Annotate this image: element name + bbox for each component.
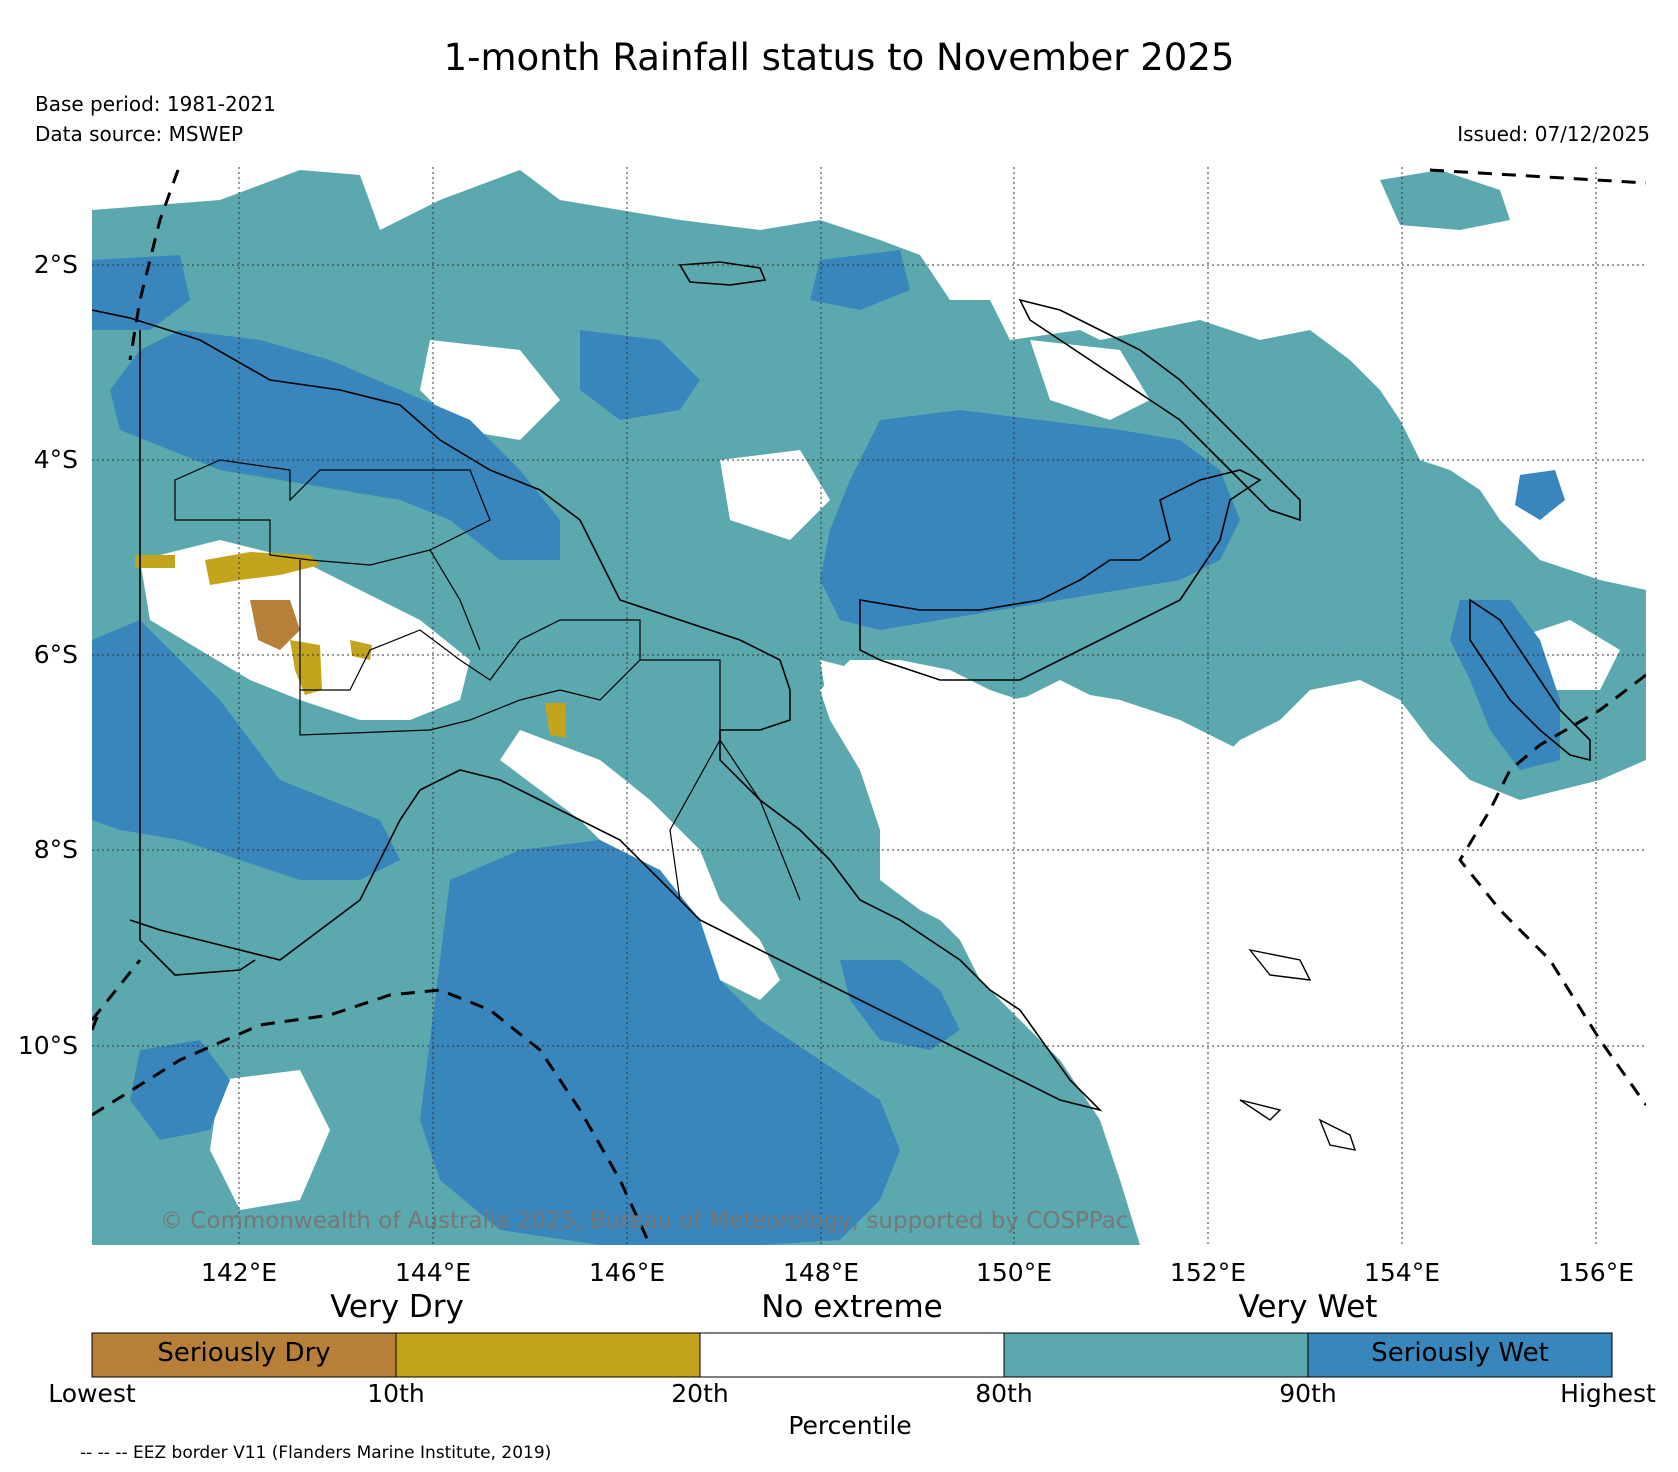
legend-segment-seriously-wet [1307,1332,1613,1378]
very-wet-region-east [1380,170,1510,230]
lat-label-10s: 10°S [17,1031,78,1060]
no-extreme-area-ne [1030,340,1150,420]
seriously-wet-region-north [580,330,700,420]
lon-label-146e: 146°E [588,1258,665,1287]
solomon-islands-coastline [1239,948,1357,1151]
no-extreme-area-sw [210,1070,330,1210]
percentile-label-highest: Highest [1560,1379,1656,1408]
manus-coastline [678,261,767,286]
seriously-wet-region-manus [810,250,910,310]
seriously-wet-region-sw [130,1040,230,1140]
legend-label-seriously-dry: Seriously Dry [157,1338,331,1368]
seriously-wet-region-east-island [1515,470,1565,520]
lon-label-148e: 148°E [782,1258,859,1287]
legend-category-very-dry: Very Dry [330,1289,464,1325]
legend-segment-seriously-dry [91,1332,397,1378]
legend-colorbar [91,1332,1613,1378]
legend-category-very-wet: Very Wet [1238,1289,1378,1325]
lon-label-150e: 150°E [975,1258,1052,1287]
very-dry-patch-2 [290,640,322,695]
lat-label-6s: 6°S [33,640,78,669]
seriously-wet-region-newbritain [820,410,1240,630]
lon-label-144e: 144°E [394,1258,471,1287]
base-period: Base period: 1981-2021 [35,92,276,116]
percentile-label-lowest: Lowest [48,1379,136,1408]
lat-label-8s: 8°S [33,835,78,864]
legend-segment-very-dry [395,1332,701,1378]
seriously-dry-patch [250,600,300,650]
bougainville-coastline [1469,598,1591,762]
no-extreme-area-west [140,540,470,720]
percentile-label-80th: 80th [975,1379,1033,1408]
very-dry-patch-5 [350,640,372,660]
seriously-wet-region-highlands [110,330,560,560]
lat-label-4s: 4°S [33,445,78,474]
legend-axis-title: Percentile [788,1411,912,1440]
data-source: Data source: MSWEP [35,122,244,146]
very-wet-region-ne [1300,520,1470,620]
lon-label-154e: 154°E [1363,1258,1440,1287]
no-extreme-area-mid [720,450,830,540]
torres-strait-dashed [92,959,142,1021]
lat-label-2s: 2°S [33,250,78,279]
legend-segment-very-wet [1003,1332,1309,1378]
international-border [139,330,256,976]
lat-gridlines [92,264,1646,1047]
legend-segment-no-extreme [699,1332,1005,1378]
lon-label-152e: 152°E [1169,1258,1246,1287]
very-dry-patch-4 [545,703,566,738]
lon-label-156e: 156°E [1557,1258,1634,1287]
seriously-wet-region-papuan [840,960,960,1050]
eez-note: -- -- -- EEZ border V11 (Flanders Marine… [80,1443,552,1463]
map-title: 1-month Rainfall status to November 2025 [443,36,1235,79]
no-extreme-area-east [820,660,1646,1245]
new-ireland-coastline [1018,298,1301,522]
seriously-wet-region-south [420,840,900,1245]
legend-category-no-extreme: No extreme [761,1289,943,1325]
eez-border [92,168,1646,1245]
lon-label-142e: 142°E [200,1258,277,1287]
percentile-label-20th: 20th [671,1379,729,1408]
new-britain-coastline [859,469,1262,681]
seriously-wet-region-west [92,620,400,880]
copyright-notice: © Commonwealth of Australia 2025, Bureau… [160,1208,1129,1234]
seriously-wet-region-bougainville [1450,600,1560,770]
percentile-label-10th: 10th [367,1379,425,1408]
legend-label-seriously-wet: Seriously Wet [1371,1338,1549,1368]
very-dry-patch-3 [135,555,175,568]
province-borders [174,459,801,901]
issued-date: Issued: 07/12/2025 [1457,122,1650,146]
very-dry-patch-1 [205,552,320,585]
percentile-label-90th: 90th [1279,1379,1337,1408]
